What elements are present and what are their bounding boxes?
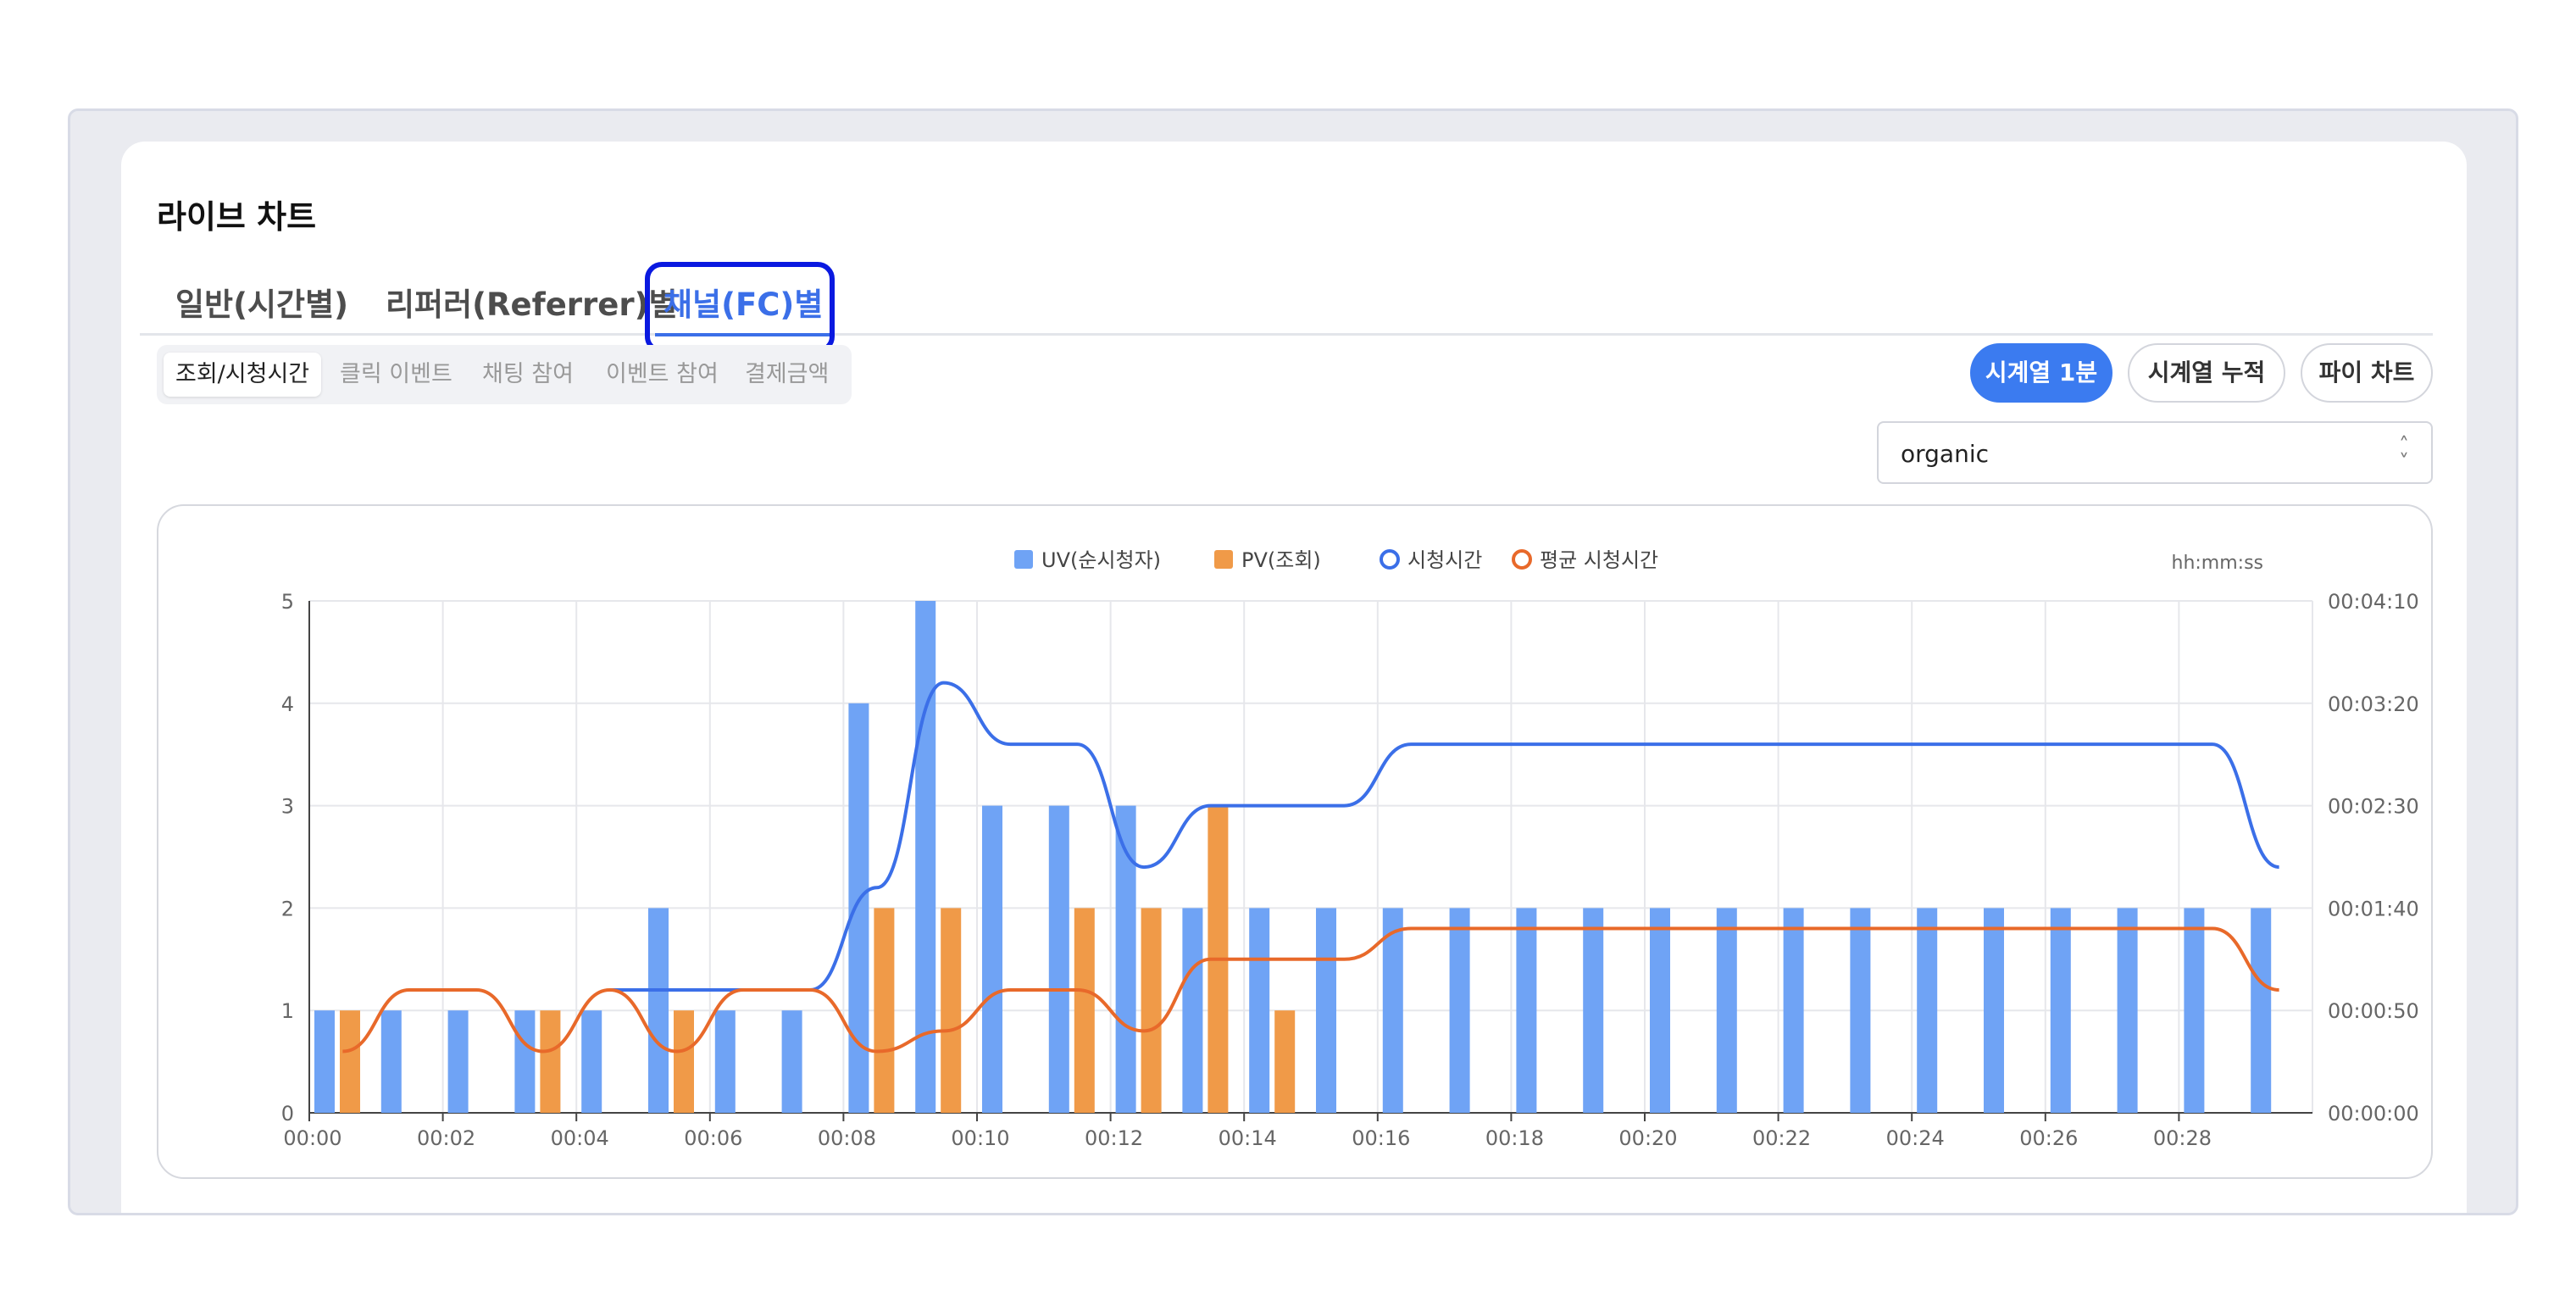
uv-bar (514, 1010, 536, 1113)
uv-bar (1182, 908, 1203, 1113)
legend-label: PV(조회) (1241, 548, 1321, 572)
uv-bar (1516, 908, 1537, 1113)
legend-swatch (1214, 550, 1233, 569)
x-tick-label: 00:22 (1752, 1126, 1811, 1150)
x-tick-label: 00:12 (1085, 1126, 1143, 1150)
y-right-tick-label: 00:02:30 (2328, 795, 2419, 819)
x-tick-label: 00:24 (1886, 1126, 1945, 1150)
uv-bar (1917, 908, 1938, 1113)
uv-bar (2050, 908, 2071, 1113)
x-tick-label: 00:26 (2019, 1126, 2078, 1150)
subtab-event[interactable]: 이벤트 참여 (606, 361, 719, 387)
x-tick-label: 00:02 (417, 1126, 475, 1150)
uv-bar (447, 1010, 469, 1113)
uv-bar (2117, 908, 2138, 1113)
uv-bar (1984, 908, 2004, 1113)
uv-bar (915, 601, 936, 1113)
avg-watch-time-line (342, 926, 2279, 1053)
y-right-tick-label: 00:04:10 (2328, 590, 2419, 614)
timeseries-1min-button[interactable]: 시계열 1분 (1970, 343, 2112, 403)
y-left-tick-label: 0 (281, 1102, 294, 1126)
uv-bar (1382, 908, 1403, 1113)
pv-bar (941, 908, 962, 1113)
subtab-views-watchtime[interactable]: 조회/시청시간 (164, 353, 322, 397)
tab-referrer[interactable]: 리퍼러(Referrer)별 (386, 286, 678, 323)
uv-bar (982, 805, 1002, 1113)
uv-bar (1716, 908, 1737, 1113)
page-title: 라이브 차트 (157, 198, 317, 236)
uv-bar (714, 1010, 736, 1113)
x-tick-label: 00:00 (283, 1126, 341, 1150)
uv-bar (1316, 908, 1336, 1113)
y-right-tick-label: 00:00:00 (2328, 1102, 2419, 1126)
y-right-tick-label: 00:00:50 (2328, 999, 2419, 1023)
active-tab-indicator (655, 333, 831, 336)
subtab-payment[interactable]: 결제금액 (745, 361, 830, 387)
y-right-tick-label: 00:01:40 (2328, 897, 2419, 920)
uv-bar (2184, 908, 2205, 1113)
pv-bar (874, 908, 895, 1113)
legend-label: 평균 시청시간 (1540, 548, 1658, 572)
uv-bar (781, 1010, 802, 1113)
live-chart-card: 라이브 차트 일반(시간별) 리퍼러(Referrer)별 채널(FC)별 조회… (121, 142, 2467, 1213)
chart-panel: 0 1 2 3 4 5 00:00:00 00:00:50 00:01:40 00:02:30 00… (157, 504, 2433, 1179)
uv-bar (380, 1010, 402, 1113)
uv-bar (1249, 908, 1270, 1113)
pv-bar (674, 1010, 694, 1113)
uv-bar (848, 703, 869, 1113)
uv-bar (1115, 805, 1136, 1113)
timeseries-cumulative-button[interactable]: 시계열 누적 (2128, 343, 2285, 403)
uv-bar (648, 908, 669, 1113)
y-left-tick-label: 4 (281, 692, 294, 716)
uv-bar (1850, 908, 1871, 1113)
subtab-click-event[interactable]: 클릭 이벤트 (340, 361, 452, 387)
y-left-tick-label: 5 (281, 590, 294, 614)
uv-bar (1583, 908, 1604, 1113)
x-tick-label: 00:20 (1618, 1126, 1677, 1150)
x-tick-label: 00:10 (951, 1126, 1009, 1150)
y-right-tick-label: 00:03:20 (2328, 692, 2419, 716)
channel-select[interactable]: organic ˄ ˅ (1877, 421, 2433, 484)
legend-label: UV(순시청자) (1041, 548, 1161, 572)
updown-chevron-icon: ˄ ˅ (2399, 433, 2409, 474)
pv-bar (1274, 1010, 1296, 1113)
pv-bar (540, 1010, 561, 1113)
x-tick-label: 00:28 (2153, 1126, 2212, 1150)
y-left-tick-label: 3 (281, 795, 294, 819)
legend-swatch (1512, 549, 1532, 570)
uv-bar (1048, 805, 1069, 1113)
combo-chart: 0 1 2 3 4 5 00:00:00 00:00:50 00:01:40 00:02:30 00… (281, 548, 2419, 1150)
pv-bar (1074, 908, 1095, 1113)
legend-label: 시청시간 (1407, 548, 1482, 572)
uv-bar (314, 1010, 335, 1113)
uv-bar (1783, 908, 1804, 1113)
tab-channel[interactable]: 채널(FC)별 (663, 286, 824, 323)
dashboard-container: 라이브 차트 일반(시간별) 리퍼러(Referrer)별 채널(FC)별 조회… (68, 108, 2518, 1215)
tab-general[interactable]: 일반(시간별) (175, 286, 349, 323)
legend-swatch (1014, 550, 1033, 569)
uv-bar (581, 1010, 602, 1113)
subtab-chat[interactable]: 채팅 참여 (482, 361, 574, 387)
uv-bar (1650, 908, 1670, 1113)
chart-tabs: 일반(시간별) 리퍼러(Referrer)별 채널(FC)별 (140, 262, 2433, 353)
y-left-tick-label: 2 (281, 897, 294, 920)
x-tick-label: 00:16 (1352, 1126, 1410, 1150)
x-tick-label: 00:14 (1219, 1126, 1277, 1150)
x-tick-label: 00:18 (1485, 1126, 1544, 1150)
pie-chart-button[interactable]: 파이 차트 (2301, 343, 2433, 403)
x-tick-label: 00:06 (684, 1126, 742, 1150)
uv-bar (2251, 908, 2272, 1113)
x-tick-label: 00:04 (551, 1126, 609, 1150)
channel-select-value: organic (1901, 440, 1990, 468)
metric-subtabs: 조회/시청시간 클릭 이벤트 채팅 참여 이벤트 참여 결제금액 (157, 345, 852, 404)
watch-time-line (609, 681, 2279, 992)
uv-bar (1449, 908, 1470, 1113)
pv-bar (340, 1010, 360, 1113)
legend-swatch (1380, 549, 1400, 570)
pv-bar (1141, 908, 1162, 1113)
x-tick-label: 00:08 (818, 1126, 876, 1150)
right-axis-unit: hh:mm:ss (2172, 553, 2264, 574)
y-left-tick-label: 1 (281, 999, 294, 1023)
